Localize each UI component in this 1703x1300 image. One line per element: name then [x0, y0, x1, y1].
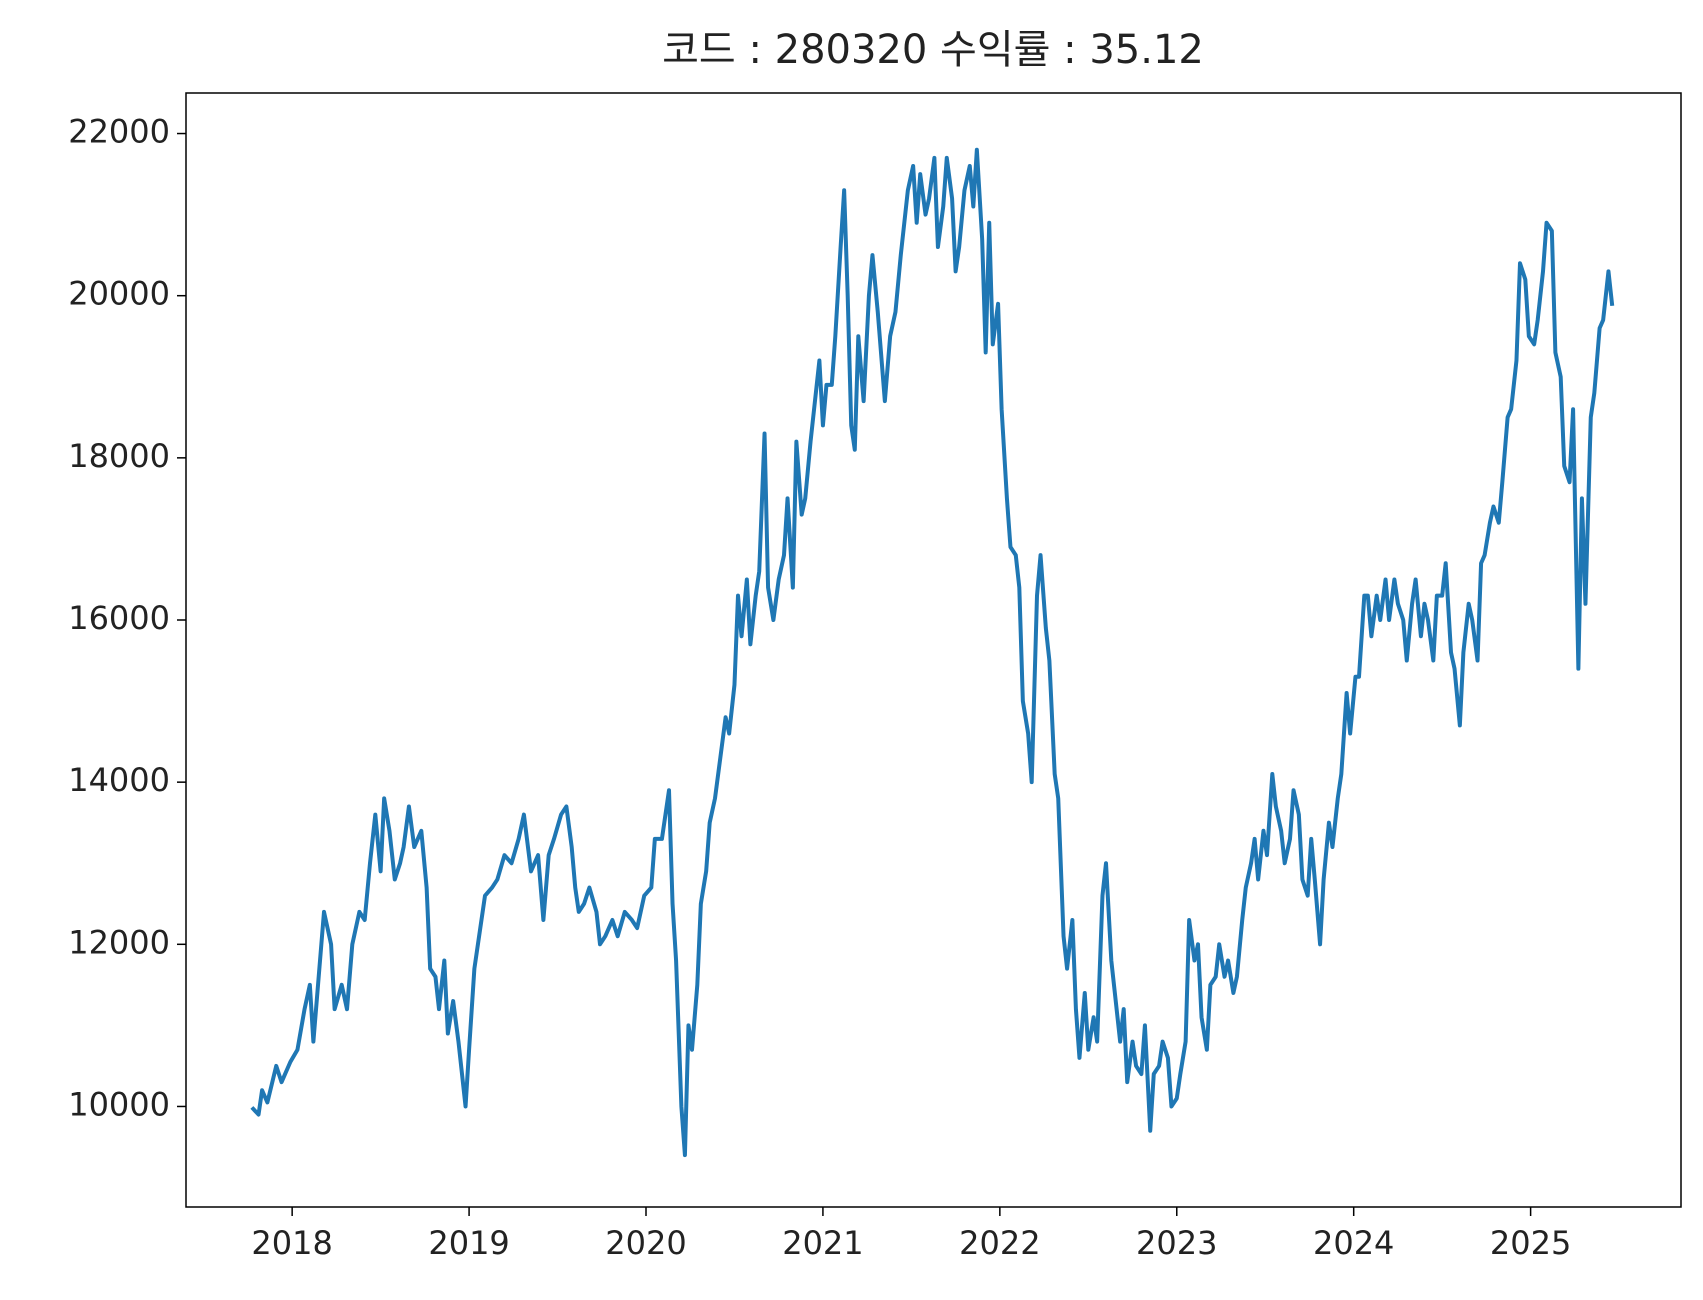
x-tick-label: 2018: [251, 1224, 332, 1262]
x-tick-label: 2019: [428, 1224, 509, 1262]
x-tick-label: 2024: [1313, 1224, 1394, 1262]
y-tick-label: 12000: [68, 923, 170, 961]
y-tick-label: 18000: [68, 437, 170, 475]
chart-title: 코드 : 280320 수익률 : 35.12: [662, 27, 1204, 73]
x-tick-label: 2021: [782, 1224, 863, 1262]
y-tick-label: 22000: [68, 113, 170, 151]
data-line: [250, 147, 1615, 1158]
x-tick-label: 2022: [959, 1224, 1040, 1262]
plot-frame: [185, 92, 1682, 1208]
y-tick-label: 10000: [68, 1085, 170, 1123]
y-tick-label: 14000: [68, 761, 170, 799]
x-tick-label: 2020: [605, 1224, 686, 1262]
x-tick-label: 2025: [1490, 1224, 1571, 1262]
y-tick-label: 20000: [68, 275, 170, 313]
y-tick-label: 16000: [68, 599, 170, 637]
x-tick-label: 2023: [1136, 1224, 1217, 1262]
